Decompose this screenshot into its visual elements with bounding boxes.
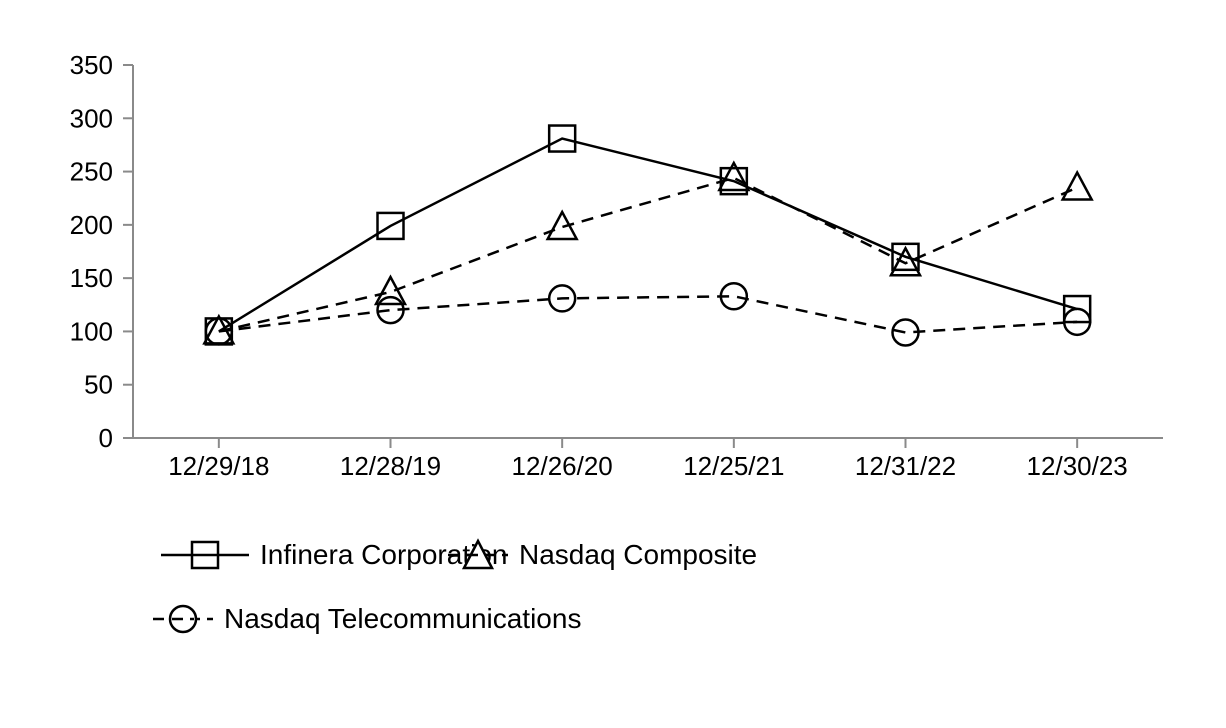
x-axis-tick-label: 12/29/18 (168, 451, 269, 481)
x-axis-tick-label: 12/30/23 (1027, 451, 1128, 481)
triangle-marker (545, 209, 579, 241)
circle-marker (891, 318, 920, 347)
x-axis-tick-label: 12/28/19 (340, 451, 441, 481)
circle-marker (719, 282, 749, 311)
y-axis-tick-label: 200 (70, 210, 113, 240)
x-axis-tick-label: 12/25/21 (683, 451, 784, 481)
y-axis-tick-label: 0 (99, 423, 113, 453)
x-axis-tick-label: 12/31/22 (855, 451, 956, 481)
y-axis-tick-label: 150 (70, 263, 113, 293)
y-axis-tick-label: 250 (70, 157, 113, 187)
y-axis-tick-label: 300 (70, 103, 113, 133)
series-line-nasdaq-telecommunications (218, 295, 1078, 334)
triangle-marker (373, 274, 408, 306)
series-line-infinera-corporation (218, 137, 1078, 333)
y-axis-tick-label: 350 (70, 50, 113, 80)
x-axis-tick-label: 12/26/20 (512, 451, 613, 481)
square-marker (376, 211, 405, 241)
square-marker (204, 317, 234, 346)
square-marker (547, 124, 577, 153)
circle-marker (376, 295, 405, 325)
triangle-marker (888, 245, 923, 277)
axis-lines (132, 65, 1163, 439)
circle-marker (547, 284, 577, 313)
series-line-nasdaq-composite (218, 176, 1078, 333)
y-axis-tick-label: 100 (70, 316, 113, 346)
triangle-marker (717, 160, 751, 192)
square-marker (719, 166, 749, 196)
triangle-marker (1060, 169, 1094, 201)
square-marker (1062, 294, 1092, 324)
y-axis-tick-label: 50 (84, 370, 113, 400)
square-marker (891, 242, 920, 272)
